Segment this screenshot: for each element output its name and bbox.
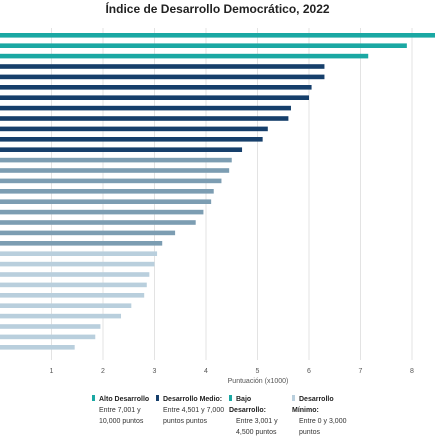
- bar: [0, 74, 325, 80]
- bar: [0, 33, 435, 38]
- bar: [0, 241, 163, 246]
- bar: [0, 282, 147, 288]
- legend-swatch-alto: [92, 395, 95, 401]
- bar: [0, 43, 407, 48]
- bar: [0, 345, 75, 350]
- bar: [0, 303, 132, 308]
- bar: [0, 147, 243, 152]
- x-tick-label: 7: [359, 368, 363, 375]
- bar: [0, 293, 145, 298]
- bar: [0, 199, 212, 204]
- bar: [0, 220, 196, 225]
- x-tick-label: 5: [256, 368, 260, 375]
- legend-swatch-medio: [156, 395, 159, 401]
- legend-desc-minimo: Entre 0 y 3,000 puntos: [299, 418, 347, 436]
- chart-title: Índice de Desarrollo Democrático, 2022: [105, 2, 330, 16]
- x-tick-label: 4: [204, 368, 208, 375]
- bar: [0, 126, 268, 132]
- x-tick-label: 3: [153, 368, 157, 375]
- legend-desc-bajo: Entre 3,001 y 4,500 puntos: [236, 418, 278, 436]
- legend-desc-alto: Entre 7,001 y 10,000 puntos: [99, 407, 144, 425]
- bar: [0, 261, 155, 267]
- bar: [0, 230, 176, 236]
- bar: [0, 209, 204, 215]
- x-tick-label: 1: [50, 368, 54, 375]
- bar: [0, 272, 150, 277]
- legend-swatch-minimo: [292, 395, 295, 401]
- legend-item-minimo: Desarrollo Mínimo: Entre 0 y 3,000 punto…: [292, 394, 350, 438]
- bar: [0, 168, 230, 173]
- bar: [0, 157, 232, 163]
- legend-item-alto: Alto Desarrollo Entre 7,001 y 10,000 pun…: [92, 394, 150, 427]
- bar-chart: 1 2 3 4 5 6 7 8 Puntuación (x1000): [0, 28, 435, 385]
- legend-desc-medio: Entre 4,501 y 7,000 puntos puntos: [163, 407, 225, 425]
- legend-item-medio: Desarrollo Medio: Entre 4,501 y 7,000 pu…: [156, 394, 226, 427]
- bar: [0, 313, 122, 319]
- bar: [0, 95, 309, 100]
- x-tick-label: 8: [410, 368, 414, 375]
- legend-swatch-bajo: [229, 395, 232, 401]
- legend-name-bajo: Bajo Desarrollo:: [229, 396, 266, 414]
- bar: [0, 178, 222, 184]
- bar: [0, 137, 263, 142]
- bar: [0, 251, 158, 256]
- bar: [0, 116, 289, 121]
- bar: [0, 105, 291, 111]
- bar: [0, 334, 96, 340]
- x-tick-label: 2: [101, 368, 105, 375]
- legend-name-alto: Alto Desarrollo: [99, 396, 150, 403]
- legend-name-medio: Desarrollo Medio:: [163, 396, 223, 403]
- bar: [0, 85, 312, 90]
- bar: [0, 64, 325, 69]
- bar: [0, 53, 369, 59]
- legend-name-minimo: Desarrollo Mínimo:: [292, 396, 334, 414]
- legend-item-bajo: Bajo Desarrollo: Entre 3,001 y 4,500 pun…: [229, 394, 287, 438]
- x-axis-label: Puntuación (x1000): [228, 378, 289, 385]
- bar: [0, 324, 101, 329]
- x-tick-label: 6: [307, 368, 311, 375]
- bar: [0, 189, 214, 194]
